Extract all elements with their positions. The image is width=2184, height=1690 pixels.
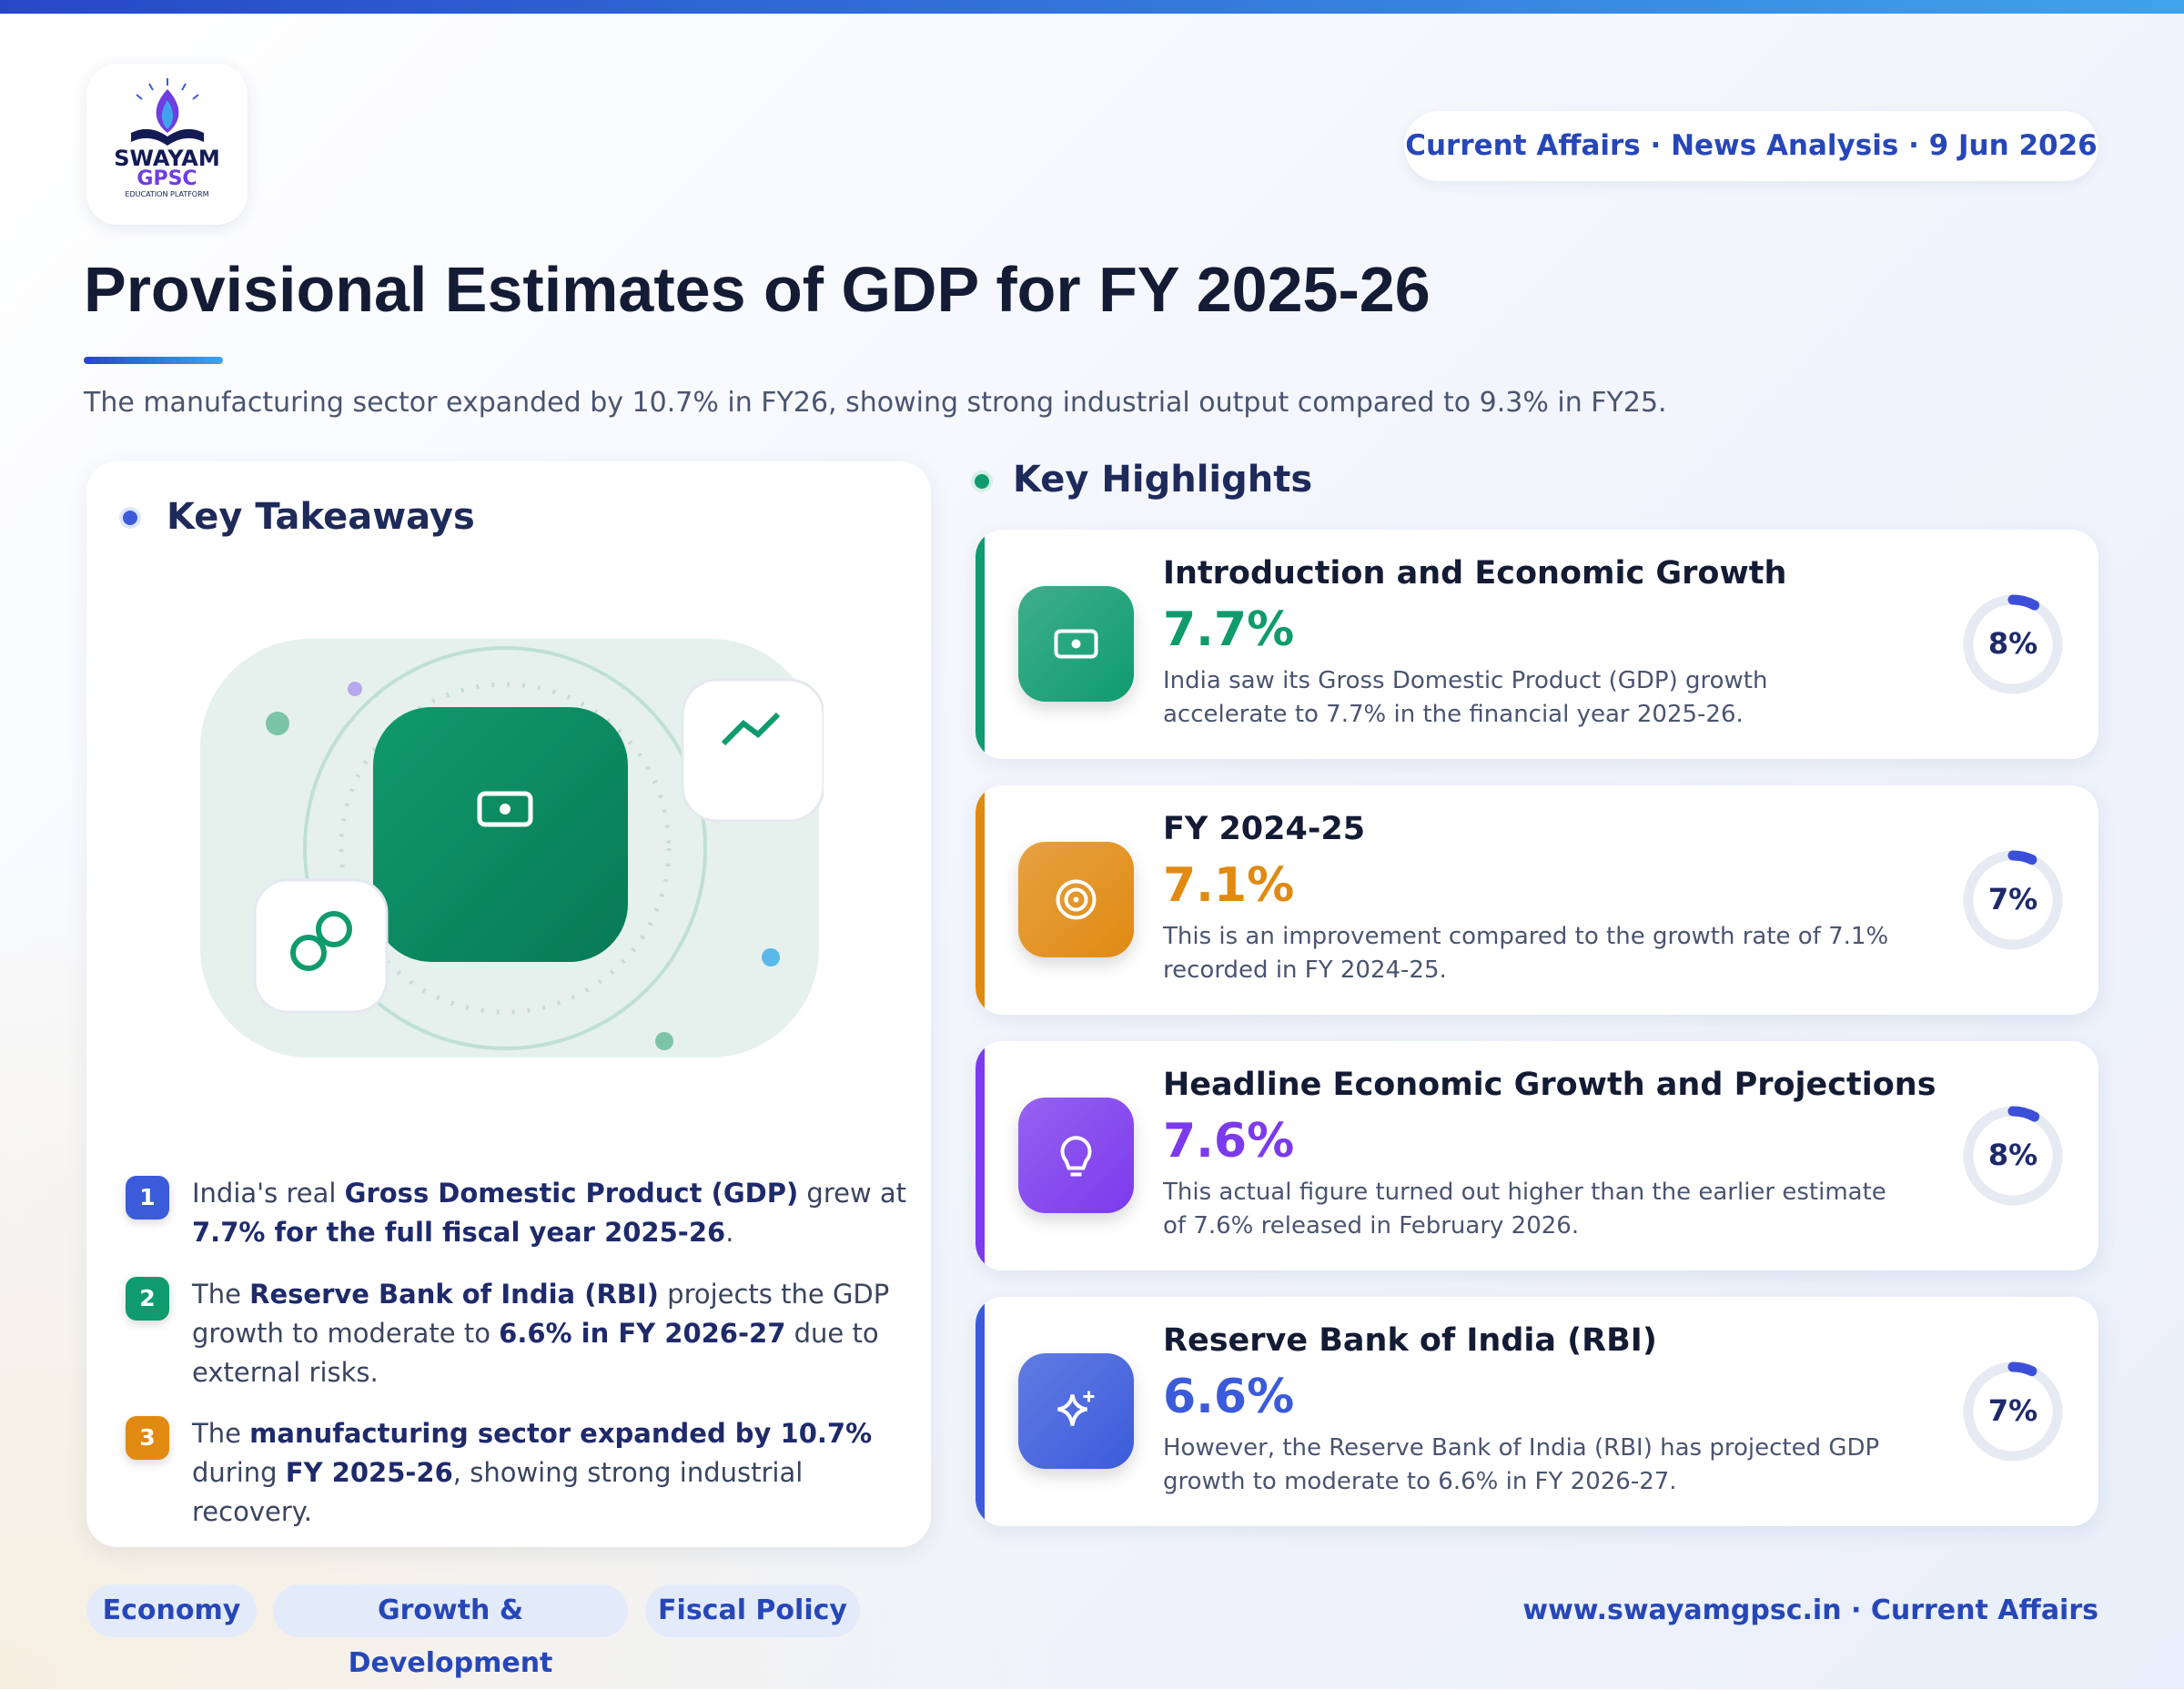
subtitle: The manufacturing sector expanded by 10.…: [84, 387, 1667, 419]
emphasis: Gross Domestic Product (GDP): [344, 1178, 799, 1209]
card-value: 6.6%: [1163, 1370, 1295, 1424]
card-description: India saw its Gross Domestic Product (GD…: [1163, 667, 1768, 728]
card-icon: [1018, 586, 1134, 702]
text: projects the GDP growth to moderate to: [192, 1279, 890, 1349]
card-icon: [1018, 1353, 1134, 1469]
card-accent: [976, 785, 985, 1015]
card-accent: [976, 530, 985, 759]
logo: SWAYAM GPSC EDUCATION PLATFORM: [86, 64, 248, 225]
brand-sub: GPSC: [136, 167, 197, 190]
highlights-heading: Key Highlights: [1013, 459, 1313, 501]
takeaways-card: Key Takeaways 1 India's real Gross Domest…: [86, 461, 931, 1547]
text: The: [192, 1418, 250, 1449]
heading-dot: [971, 471, 993, 492]
header-badge: Current Affairs · News Analysis · 9 Jun …: [1404, 111, 2098, 181]
card-description: This is an improvement compared to the g…: [1163, 923, 1889, 984]
ring-label: 7%: [1988, 882, 2037, 916]
item-number: 2: [126, 1277, 169, 1321]
heading-dot: [119, 507, 141, 529]
text: India's real: [192, 1178, 345, 1209]
takeaway-item: 1 India's real Gross Domestic Product (GD…: [126, 1174, 920, 1252]
text: due to external risks.: [192, 1318, 879, 1388]
card-title: Headline Economic Growth and Projections: [1163, 1067, 1936, 1103]
text: , showing strong industrial recovery.: [192, 1457, 804, 1527]
tag: Fiscal Policy: [645, 1584, 860, 1637]
text: The: [192, 1279, 250, 1310]
card-value: 7.6%: [1163, 1114, 1295, 1169]
card-title: Reserve Bank of India (RBI): [1163, 1322, 1657, 1359]
text: grew at: [798, 1178, 907, 1209]
ring-label: 8%: [1988, 1138, 2037, 1172]
item-number: 3: [126, 1416, 169, 1460]
icon-glyph: [1056, 879, 1097, 920]
text: .: [725, 1217, 734, 1248]
progress-ring: 7%: [1963, 850, 2063, 950]
card-accent: [976, 1041, 985, 1270]
emphasis: manufacturing sector expanded by 10.7%: [249, 1418, 873, 1449]
card-value: 7.1%: [1163, 858, 1295, 913]
card-description: This actual figure turned out higher tha…: [1163, 1179, 1886, 1240]
emphasis: Reserve Bank of India (RBI): [249, 1279, 659, 1310]
highlight-card: Headline Economic Growth and Projections…: [976, 1041, 2098, 1270]
progress-ring: 7%: [1963, 1361, 2063, 1462]
takeaways-heading: Key Takeaways: [167, 496, 475, 538]
tag: Growth & Development: [273, 1584, 628, 1679]
takeaway-item: 2 The Reserve Bank of India (RBI) project…: [126, 1275, 920, 1392]
text: during: [192, 1457, 286, 1488]
takeaway-item: 3 The manufacturing sector expanded by 10…: [126, 1414, 920, 1532]
icon-glyph: [1057, 1391, 1095, 1426]
card-icon: [1018, 1098, 1134, 1213]
brand-name: SWAYAM: [114, 146, 220, 171]
highlight-card: FY 2024-25 7.1% This is an improvement com…: [976, 785, 2098, 1015]
card-icon: [1018, 842, 1134, 957]
card-value: 7.7%: [1163, 602, 1295, 657]
card-description: However, the Reserve Bank of India (RBI)…: [1163, 1434, 1880, 1495]
emphasis: FY 2025-26: [285, 1457, 453, 1488]
ring-arc: [1963, 1361, 2063, 1462]
logo-mark: [130, 78, 204, 146]
card-title: FY 2024-25: [1163, 811, 1366, 847]
item-number: 1: [126, 1176, 169, 1219]
title: Provisional Estimates of GDP for FY 2025…: [84, 254, 1431, 325]
card-title: Introduction and Economic Growth: [1163, 555, 1787, 592]
ring-arc: [1963, 594, 2063, 694]
progress-ring: 8%: [1963, 1106, 2063, 1206]
highlight-card: Introduction and Economic Growth 7.7% Indi…: [976, 530, 2098, 759]
title-rule: [84, 357, 223, 364]
illustration: [200, 639, 824, 1058]
highlight-card: Reserve Bank of India (RBI) 6.6% However, …: [976, 1297, 2098, 1526]
ring-arc: [1963, 1106, 2063, 1206]
brand-tagline: EDUCATION PLATFORM: [125, 190, 209, 198]
card-accent: [976, 1297, 985, 1526]
tag: Economy: [86, 1584, 257, 1637]
icon-glyph: [1054, 629, 1098, 659]
emphasis: 7.7% for the full fiscal year 2025-26: [192, 1217, 726, 1248]
top-bar: [0, 0, 2184, 14]
icon-glyph: [1060, 1136, 1092, 1177]
ring-label: 8%: [1988, 626, 2037, 661]
emphasis: 6.6% in FY 2026-27: [499, 1318, 786, 1349]
footer-site: www.swayamgpsc.in · Current Affairs: [1522, 1594, 2098, 1626]
ring-label: 7%: [1988, 1393, 2037, 1428]
ring-arc: [1963, 850, 2063, 950]
progress-ring: 8%: [1963, 594, 2063, 694]
